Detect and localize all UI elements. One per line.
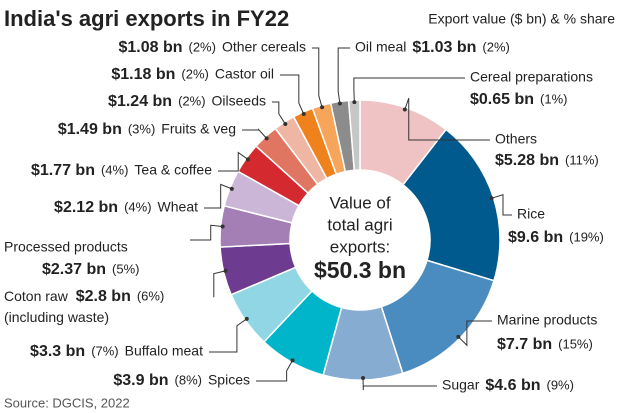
leader-dot xyxy=(229,186,234,191)
leader-dot xyxy=(245,157,250,162)
leader-line xyxy=(353,77,465,103)
leader-dot xyxy=(223,268,228,273)
leader-dot xyxy=(402,107,407,112)
share-label: (1%) xyxy=(540,91,567,106)
category-label: Spices xyxy=(208,372,250,388)
category-label: Sugar xyxy=(442,377,480,393)
center-label: total agri xyxy=(327,215,392,234)
category-label: Processed products xyxy=(4,239,128,255)
leader-dot xyxy=(320,105,325,110)
share-label: (9%) xyxy=(547,377,574,392)
value-label: $2.8 bn xyxy=(76,288,131,305)
category-label: Rice xyxy=(517,206,545,222)
value-label: $2.12 bn xyxy=(54,199,118,216)
leader-dot xyxy=(337,101,342,106)
source: Source: DGCIS, 2022 xyxy=(4,395,130,410)
share-label: (2%) xyxy=(189,39,216,54)
leader-line xyxy=(491,194,512,216)
share-label: (5%) xyxy=(112,261,139,276)
share-label: (15%) xyxy=(558,336,593,351)
leader-line xyxy=(272,101,286,125)
leader-dot xyxy=(361,375,366,380)
leader-line xyxy=(242,128,268,139)
category-label: Oil meal xyxy=(355,39,406,55)
value-label: $7.7 bn xyxy=(497,336,552,353)
leader-line xyxy=(337,47,350,104)
category-label: Wheat xyxy=(158,199,199,215)
category-label: Fruits & veg xyxy=(161,121,236,137)
category-label: Buffalo meat xyxy=(125,343,203,359)
donut-slice xyxy=(401,128,501,282)
leader-line xyxy=(362,377,437,390)
value-label: $3.9 bn xyxy=(113,372,168,389)
leader-dot xyxy=(264,136,269,141)
leader-line xyxy=(204,183,233,209)
value-label: $1.49 bn xyxy=(58,121,122,138)
leader-line xyxy=(209,318,248,353)
center-label: Value of xyxy=(329,193,390,212)
share-label: (8%) xyxy=(175,372,202,387)
category-label: Cereal preparations xyxy=(470,69,593,85)
category-label: Other cereals xyxy=(222,39,306,55)
share-label: (2%) xyxy=(178,93,205,108)
leader-line xyxy=(457,320,492,347)
share-label: (6%) xyxy=(137,288,164,303)
share-label: (3%) xyxy=(128,121,155,136)
center-label: exports: xyxy=(330,237,390,256)
value-label: $1.08 bn xyxy=(118,39,182,56)
share-label: (7%) xyxy=(91,343,118,358)
value-label: $5.28 bn xyxy=(495,152,559,169)
leader-dot xyxy=(489,196,494,201)
value-label: $3.3 bn xyxy=(30,343,85,360)
value-label: $1.18 bn xyxy=(111,66,175,83)
value-label: $9.6 bn xyxy=(508,229,563,246)
share-label: (19%) xyxy=(569,229,604,244)
leader-dot xyxy=(283,121,288,126)
leader-line xyxy=(404,97,490,141)
category-label: Oilseeds xyxy=(212,93,266,109)
value-label: $1.03 bn xyxy=(412,39,476,56)
category-label: Coton raw (including waste) xyxy=(4,288,109,325)
leader-dot xyxy=(220,224,225,229)
leader-line xyxy=(213,270,226,298)
leader-dot xyxy=(456,334,461,339)
leader-dot xyxy=(301,111,306,116)
value-label: $4.6 bn xyxy=(485,377,540,394)
share-label: (11%) xyxy=(565,152,599,167)
leader-dot xyxy=(352,100,357,105)
leader-dot xyxy=(290,358,295,363)
leader-dot xyxy=(244,316,249,321)
leader-line xyxy=(256,360,293,382)
share-label: (4%) xyxy=(124,199,151,214)
leader-line xyxy=(312,47,323,108)
value-label: $1.24 bn xyxy=(108,93,172,110)
value-label: $0.65 bn xyxy=(470,91,534,108)
category-label: Castor oil xyxy=(215,66,274,82)
category-label: Others xyxy=(495,131,537,147)
chart-title: India's agri exports in FY22 xyxy=(4,6,289,31)
share-label: (4%) xyxy=(101,162,128,177)
category-label: Tea & coffee xyxy=(134,162,212,178)
value-label: $1.77 bn xyxy=(31,162,95,179)
share-label: (2%) xyxy=(181,66,208,81)
leader-line xyxy=(218,151,249,172)
donut-slice xyxy=(347,99,361,172)
value-label: $2.37 bn xyxy=(42,261,106,278)
category-label: Marine products xyxy=(497,312,597,328)
chart-subtitle: Export value ($ bn) & % share xyxy=(428,11,615,27)
leader-line xyxy=(280,74,305,115)
total-label: $50.3 bn xyxy=(314,257,406,283)
share-label: (2%) xyxy=(482,39,509,54)
leader-line xyxy=(190,224,223,241)
